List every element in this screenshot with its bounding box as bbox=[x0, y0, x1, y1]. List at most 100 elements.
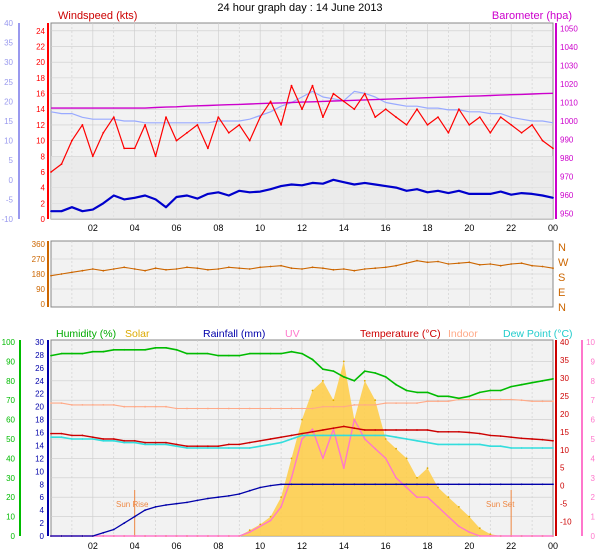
solar-point bbox=[342, 360, 345, 363]
y-tick-label: 18 bbox=[35, 416, 44, 425]
x-tick-label: 06 bbox=[171, 223, 181, 233]
y-tick-label: 20 bbox=[6, 493, 15, 502]
dewpoint-point bbox=[416, 439, 418, 442]
dewpoint-point bbox=[374, 434, 377, 437]
x-tick-label: 16 bbox=[381, 541, 391, 551]
temperature-point bbox=[468, 431, 471, 434]
temperature-point bbox=[510, 436, 513, 439]
wind-avg-point bbox=[342, 181, 345, 184]
y-tick-label: 15 bbox=[560, 428, 569, 437]
uv-point bbox=[259, 525, 262, 528]
humidity-point bbox=[311, 358, 314, 361]
dewpoint-point bbox=[102, 439, 105, 442]
wind-direction-point bbox=[81, 269, 84, 272]
x-tick-label: 14 bbox=[339, 223, 349, 233]
dewpoint-point bbox=[510, 447, 513, 449]
temperature-point bbox=[71, 434, 73, 437]
x-tick-label: 18 bbox=[422, 541, 432, 551]
compass-label: N bbox=[558, 302, 566, 314]
temperature-point bbox=[290, 434, 293, 437]
indoor-point bbox=[290, 407, 293, 410]
indoor-point bbox=[269, 407, 272, 410]
dewpoint-point bbox=[478, 443, 481, 446]
compass-label: N bbox=[558, 242, 566, 254]
dewpoint-point bbox=[112, 439, 115, 442]
humidity-point bbox=[186, 352, 188, 355]
wind-gust-point bbox=[405, 124, 408, 126]
solar-point bbox=[458, 506, 460, 508]
wind-direction-point bbox=[478, 263, 481, 266]
rainfall-point bbox=[175, 502, 178, 505]
wind-direction-point bbox=[238, 267, 241, 270]
indoor-point bbox=[165, 405, 167, 408]
wind-avg-point bbox=[112, 194, 115, 197]
solar-point bbox=[311, 389, 314, 392]
wind-gust-point bbox=[207, 147, 209, 150]
y-tick-label: 3 bbox=[591, 474, 596, 483]
humidity-point bbox=[363, 370, 366, 372]
wind-gust-point bbox=[123, 147, 126, 150]
temperature-point bbox=[91, 436, 94, 439]
y-tick-label: 1030 bbox=[560, 62, 578, 71]
humidity-point bbox=[374, 372, 377, 374]
wind-gust-point bbox=[50, 171, 52, 173]
wind-barometer-panel: 4035302520151050-5-102422201816141210864… bbox=[1, 10, 578, 233]
rainfall-point bbox=[363, 483, 366, 486]
temperature-point bbox=[196, 445, 199, 448]
rainfall-point bbox=[112, 528, 115, 531]
uv-point bbox=[175, 535, 178, 537]
wind-gust-point bbox=[374, 116, 377, 118]
dewpoint-point bbox=[311, 434, 314, 437]
temperature-point bbox=[217, 445, 220, 448]
wind-avg-point bbox=[311, 182, 314, 184]
rainfall-point bbox=[290, 483, 293, 486]
uv-point bbox=[447, 515, 450, 518]
y-tick-label: 40 bbox=[4, 19, 13, 28]
uv-point bbox=[353, 418, 356, 421]
y-tick-label: 180 bbox=[32, 270, 46, 279]
wind-direction-point bbox=[269, 265, 272, 268]
wind-direction-point bbox=[416, 259, 418, 262]
wind-direction-point bbox=[332, 268, 335, 271]
indoor-point bbox=[342, 405, 345, 408]
rainfall-point bbox=[520, 483, 523, 486]
y-tick-label: 90 bbox=[36, 285, 45, 294]
solar-point bbox=[290, 457, 293, 460]
uv-point bbox=[531, 535, 533, 537]
humidity-point bbox=[154, 346, 157, 349]
humidity-point bbox=[102, 350, 105, 353]
wind-avg-point bbox=[447, 192, 450, 195]
uv-point bbox=[458, 525, 460, 528]
uv-point bbox=[552, 535, 554, 537]
legend-uv: UV bbox=[285, 328, 300, 340]
solar-point bbox=[395, 447, 397, 450]
dewpoint-point bbox=[175, 445, 178, 448]
temperature-point bbox=[259, 439, 262, 442]
uv-point bbox=[238, 535, 241, 537]
temperature-point bbox=[144, 441, 147, 444]
wind-gust-point bbox=[290, 84, 293, 87]
temperature-point bbox=[186, 445, 188, 448]
dewpoint-point bbox=[60, 436, 63, 439]
humidity-point bbox=[91, 350, 94, 353]
temperature-point bbox=[342, 425, 345, 428]
y-tick-label: 5 bbox=[9, 156, 14, 165]
y-tick-label: 10 bbox=[560, 446, 569, 455]
wind-gust-point bbox=[332, 92, 335, 95]
y-tick-label: 20 bbox=[36, 58, 45, 67]
indoor-point bbox=[416, 402, 418, 404]
uv-point bbox=[248, 531, 251, 533]
dewpoint-point bbox=[207, 447, 209, 449]
temperature-point bbox=[395, 429, 397, 431]
uv-point bbox=[363, 438, 366, 440]
y-tick-label: 26 bbox=[35, 364, 44, 373]
rainfall-point bbox=[541, 483, 544, 486]
y-tick-label: 12 bbox=[36, 121, 45, 130]
wind-gust-point bbox=[311, 84, 314, 87]
compass-label: S bbox=[558, 272, 565, 284]
y-tick-label: 6 bbox=[591, 416, 596, 425]
indoor-point bbox=[384, 402, 387, 404]
uv-point bbox=[102, 535, 105, 537]
wind-avg-point bbox=[196, 197, 199, 200]
y-tick-label: 4 bbox=[41, 184, 46, 193]
